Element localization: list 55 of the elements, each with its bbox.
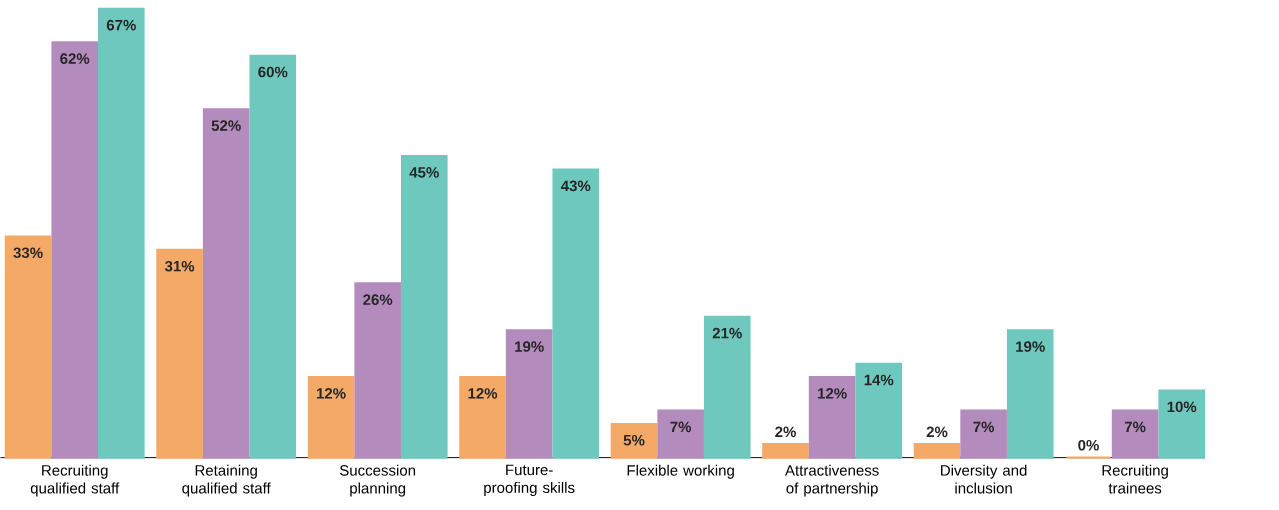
data-label: 5% <box>623 434 645 446</box>
bar <box>4 235 52 459</box>
bar <box>913 442 961 459</box>
data-label: 2% <box>926 426 948 437</box>
data-label: 10% <box>1167 401 1197 412</box>
bar <box>808 375 856 459</box>
bar <box>1158 389 1206 459</box>
bar <box>249 54 297 459</box>
bar <box>552 168 600 459</box>
data-label: 52% <box>211 120 241 131</box>
bar <box>505 329 553 459</box>
data-label: 62% <box>60 53 90 64</box>
data-label: 7% <box>973 421 995 432</box>
data-label: 19% <box>1016 341 1045 352</box>
bar <box>855 362 903 459</box>
x-tick-label: Attractiveness of partnership <box>785 464 879 497</box>
x-tick-label: Retaining qualified staff <box>182 464 271 497</box>
x-tick-label: Succession planning <box>339 464 416 497</box>
data-label: 31% <box>164 260 195 272</box>
data-label: 7% <box>670 421 692 432</box>
data-label: 45% <box>409 166 439 178</box>
x-tick-label: Diversity and inclusion <box>941 464 1027 494</box>
data-label: 26% <box>363 294 393 305</box>
data-label: 14% <box>864 374 894 386</box>
x-tick-label: Recruiting qualified staff <box>30 464 120 497</box>
bar <box>703 315 751 459</box>
bar <box>610 422 658 459</box>
bar <box>98 7 145 459</box>
data-label: 19% <box>515 341 544 352</box>
data-label: 12% <box>316 387 346 399</box>
data-label: 7% <box>1124 421 1146 432</box>
x-tick-label: Recruiting trainees <box>1102 464 1168 494</box>
data-label: 12% <box>468 387 498 399</box>
data-label: 43% <box>560 180 591 191</box>
data-label: 12% <box>818 387 847 399</box>
bar <box>51 41 98 459</box>
x-tick-label: Flexible working <box>627 464 734 479</box>
bar <box>459 375 506 459</box>
bar <box>1111 409 1159 459</box>
bar <box>354 282 401 459</box>
bar <box>657 409 704 459</box>
bar <box>960 409 1007 459</box>
bar <box>202 108 250 459</box>
data-label: 33% <box>13 247 43 258</box>
data-label: 2% <box>775 426 796 437</box>
bar <box>1006 329 1054 459</box>
data-label: 21% <box>712 327 742 339</box>
data-label: 0% <box>1078 439 1099 451</box>
x-tick-label: Future-proofing skills <box>484 464 575 496</box>
data-label: 60% <box>258 66 288 78</box>
bar <box>762 442 809 459</box>
bar <box>307 375 355 459</box>
data-label: 67% <box>106 19 136 31</box>
bar <box>400 154 448 459</box>
bar <box>156 248 203 459</box>
